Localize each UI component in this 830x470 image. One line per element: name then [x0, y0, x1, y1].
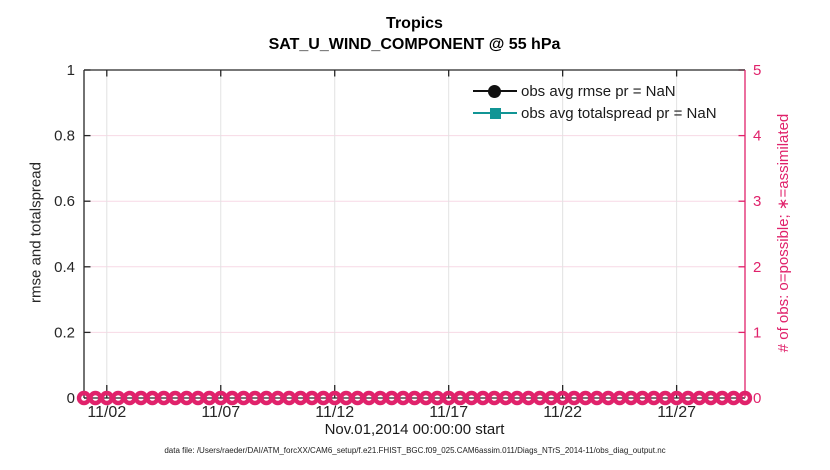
right-tick-label: 1 — [753, 324, 761, 341]
right-axis-label: # of obs: o=possible; ∗=assimilated — [775, 113, 792, 353]
legend-label-totalspread: obs avg totalspread pr = NaN — [521, 104, 717, 122]
x-tick-label: 11/27 — [657, 404, 696, 421]
left-tick-label: 0.2 — [54, 324, 75, 341]
legend: obs avg rmse pr = NaN obs avg totalsprea… — [473, 80, 717, 124]
chart-title-block: Tropics SAT_U_WIND_COMPONENT @ 55 hPa — [84, 13, 745, 55]
right-tick-label: 5 — [753, 62, 761, 79]
left-tick-label: 0.4 — [54, 259, 75, 276]
right-tick-label: 2 — [753, 259, 761, 276]
x-tick-label: 11/17 — [429, 404, 468, 421]
legend-entry-rmse: obs avg rmse pr = NaN — [473, 80, 717, 102]
legend-label-rmse: obs avg rmse pr = NaN — [521, 82, 676, 100]
left-tick-label: 0.6 — [54, 193, 75, 210]
left-axis-label: rmse and totalspread — [27, 162, 45, 303]
data-file-footnote: data file: /Users/raeder/DAI/ATM_forcXX/… — [164, 446, 666, 455]
left-tick-label: 0 — [67, 390, 75, 407]
chart-title: Tropics — [386, 15, 443, 32]
left-tick-label: 1 — [67, 62, 75, 79]
legend-entry-totalspread: obs avg totalspread pr = NaN — [473, 102, 717, 124]
left-tick-label: 0.8 — [54, 128, 75, 145]
x-tick-label: 11/07 — [201, 404, 240, 421]
x-axis-label: Nov.01,2014 00:00:00 start — [324, 421, 505, 438]
totalspread-line-square-marker-icon — [473, 106, 517, 120]
x-tick-label: 11/12 — [315, 404, 354, 421]
obs-possible-marker — [737, 390, 753, 406]
chart-subtitle: SAT_U_WIND_COMPONENT @ 55 hPa — [268, 36, 561, 53]
right-tick-label: 4 — [753, 128, 761, 145]
x-tick-label: 11/02 — [87, 404, 126, 421]
x-tick-label: 11/22 — [543, 404, 582, 421]
right-tick-label: 0 — [753, 390, 761, 407]
right-tick-label: 3 — [753, 193, 761, 210]
rmse-line-circle-marker-icon — [473, 84, 517, 98]
